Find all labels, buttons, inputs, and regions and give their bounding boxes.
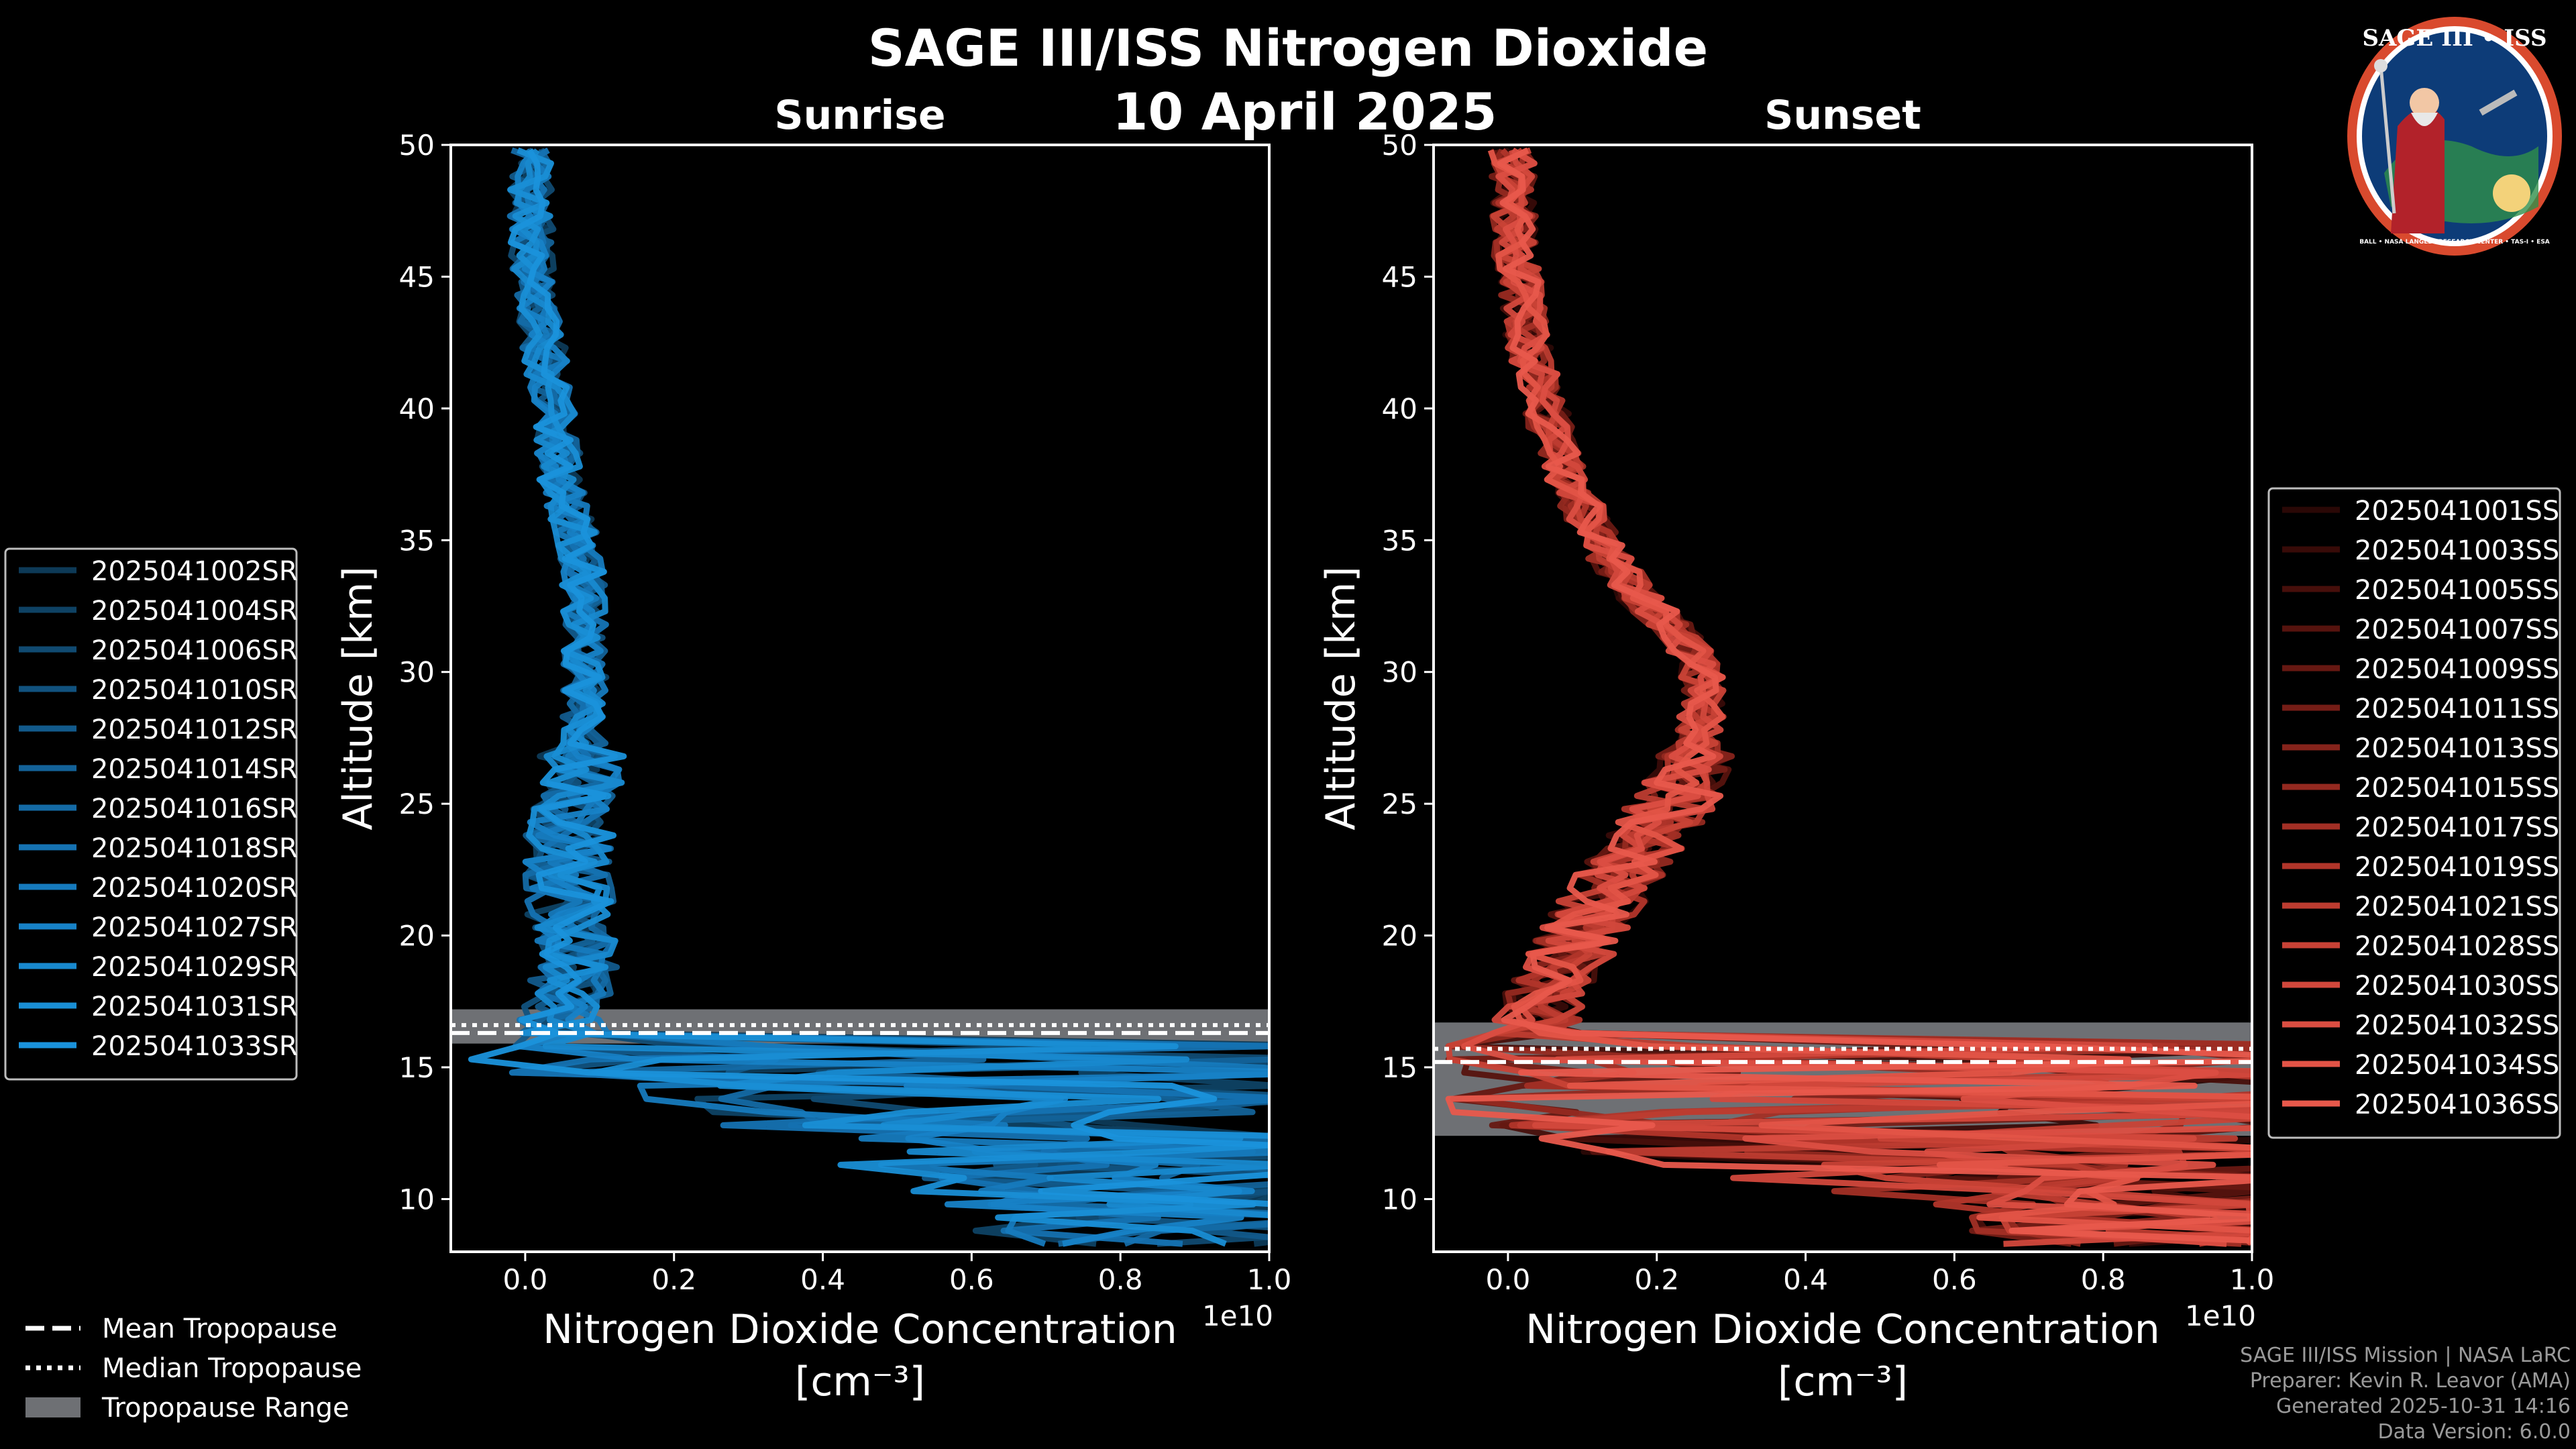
legend-label: 2025041015SS [2355, 773, 2559, 804]
legend-label: 2025041021SS [2355, 892, 2559, 922]
x-tick-label: 0.0 [1486, 1263, 1531, 1296]
y-tick-label: 35 [399, 524, 435, 557]
x-axis-unit: [cm⁻³] [1778, 1358, 1908, 1405]
y-tick-label: 20 [399, 920, 435, 953]
y-tick-label: 25 [1382, 788, 1417, 820]
x-tick-label: 0.4 [1783, 1263, 1828, 1296]
y-tick-label: 35 [1382, 524, 1417, 557]
legend-label: 2025041007SS [2355, 614, 2559, 645]
chart-panels: 0.0 0.2 0.4 0.6 0.8 1.0 10 15 20 25 30 35 40 45 50 1e10… [4, 92, 2561, 1405]
y-axis-label: Altitude [km] [335, 566, 382, 830]
y-tick-label: 50 [399, 129, 435, 162]
legend-label: 2025041002SR [91, 556, 298, 587]
x-axis-unit: [cm⁻³] [795, 1358, 925, 1405]
legend-label: 2025041017SS [2355, 812, 2559, 843]
profile-line-2025041033SR [468, 148, 1269, 1208]
series-legend: 2025041002SR 2025041004SR 2025041006SR 2025… [4, 547, 298, 1081]
legend-label: 2025041014SR [91, 754, 298, 785]
legend-label: 2025041030SS [2355, 971, 2559, 1002]
legend-label: 2025041006SR [91, 635, 298, 666]
legend-label: 2025041028SS [2355, 931, 2559, 962]
footer-preparer: Preparer: Kevin R. Leavor (AMA) [2249, 1369, 2571, 1393]
x-axis-multiplier: 1e10 [1202, 1299, 1273, 1332]
y-tick-label: 40 [399, 392, 435, 425]
legend-label: 2025041029SR [91, 952, 298, 983]
legend-label: 2025041013SS [2355, 733, 2559, 764]
legend-label: 2025041001SS [2355, 496, 2559, 527]
footer-version: Data Version: 6.0.0 [2377, 1420, 2571, 1444]
legend-label: 2025041020SR [91, 873, 298, 904]
x-tick-label: 1.0 [2230, 1263, 2275, 1296]
tropopause-legend: Mean Tropopause Median Tropopause Tropopau… [25, 1313, 362, 1424]
series-legend: 2025041001SS 2025041003SS 2025041005SS 2025… [2267, 487, 2561, 1139]
y-tick-label: 25 [399, 788, 435, 820]
footer-credits: SAGE III/ISS Mission | NASA LaRC Prepare… [2240, 1343, 2571, 1445]
panel-title: Sunset [1764, 92, 1921, 139]
legend-label: 2025041036SS [2355, 1089, 2559, 1120]
y-tick-label: 30 [399, 656, 435, 689]
footer-mission: SAGE III/ISS Mission | NASA LaRC [2240, 1344, 2571, 1367]
panel-sunrise: 0.0 0.2 0.4 0.6 0.8 1.0 10 15 20 25 30 35 40 45 50 1e10… [4, 92, 1292, 1405]
y-tick-label: 10 [1382, 1183, 1417, 1216]
x-axis-label: Nitrogen Dioxide Concentration [543, 1306, 1177, 1353]
panel-sunset: 0.0 0.2 0.4 0.6 0.8 1.0 10 15 20 25 30 35 40 45 50 1e10… [1318, 92, 2561, 1405]
x-tick-label: 0.8 [1098, 1263, 1143, 1296]
sage-iii-logo: SAGE III • ISS BALL • NASA LANGLEY RESEA… [2347, 17, 2562, 256]
y-tick-label: 45 [1382, 260, 1417, 293]
x-axis-multiplier: 1e10 [2185, 1299, 2256, 1332]
legend-label: 2025041003SS [2355, 535, 2559, 566]
figure-date: 10 April 2025 [1112, 82, 1497, 142]
axes-frame [1432, 144, 2253, 1253]
legend-label: 2025041011SS [2355, 694, 2559, 724]
legend-median-tropopause-label: Median Tropopause [102, 1353, 362, 1384]
x-tick-label: 0.8 [2081, 1263, 2126, 1296]
legend-tropopause-range-label: Tropopause Range [101, 1393, 350, 1424]
y-tick-label: 50 [1382, 129, 1417, 162]
y-axis-label: Altitude [km] [1318, 566, 1364, 830]
x-tick-label: 0.6 [1932, 1263, 1977, 1296]
y-tick-label: 10 [399, 1183, 435, 1216]
y-tick-label: 45 [399, 260, 435, 293]
x-tick-label: 0.2 [651, 1263, 696, 1296]
y-tick-label: 40 [1382, 392, 1417, 425]
x-tick-label: 0.4 [800, 1263, 845, 1296]
x-tick-label: 0.2 [1634, 1263, 1679, 1296]
y-tick-label: 15 [399, 1051, 435, 1084]
legend-frame [2267, 487, 2561, 1139]
legend-frame [4, 547, 298, 1081]
y-tick-label: 30 [1382, 656, 1417, 689]
axes-frame [449, 144, 1271, 1253]
legend-label: 2025041027SR [91, 912, 298, 943]
y-tick-label: 20 [1382, 920, 1417, 953]
legend-label: 2025041031SR [91, 991, 298, 1022]
x-axis-label: Nitrogen Dioxide Concentration [1525, 1306, 2160, 1353]
legend-label: 2025041009SS [2355, 654, 2559, 685]
legend-label: 2025041034SS [2355, 1050, 2559, 1081]
y-tick-label: 15 [1382, 1051, 1417, 1084]
profile-lines [468, 147, 1269, 1247]
legend-label: 2025041018SR [91, 833, 298, 864]
footer-generated: Generated 2025-10-31 14:16 [2275, 1395, 2571, 1418]
legend-label: 2025041005SS [2355, 575, 2559, 606]
x-tick-label: 0.0 [503, 1263, 548, 1296]
panel-title: Sunrise [774, 92, 945, 139]
legend-label: 2025041012SR [91, 714, 298, 745]
x-tick-label: 1.0 [1247, 1263, 1292, 1296]
legend-mean-tropopause-label: Mean Tropopause [102, 1313, 337, 1344]
logo-ring-text: BALL • NASA LANGLEY RESEARCH CENTER • TA… [2359, 239, 2550, 246]
legend-label: 2025041016SR [91, 794, 298, 824]
figure-title: SAGE III/ISS Nitrogen Dioxide [868, 18, 1708, 78]
legend-label: 2025041010SR [91, 675, 298, 706]
legend-label: 2025041004SR [91, 596, 298, 627]
legend-tropopause-range-swatch [25, 1397, 80, 1417]
x-tick-label: 0.6 [949, 1263, 994, 1296]
legend-label: 2025041033SR [91, 1031, 298, 1062]
logo-text: SAGE III • ISS [2362, 25, 2546, 52]
legend-label: 2025041019SS [2355, 852, 2559, 883]
profile-lines [1445, 147, 2252, 1247]
legend-label: 2025041032SS [2355, 1010, 2559, 1041]
